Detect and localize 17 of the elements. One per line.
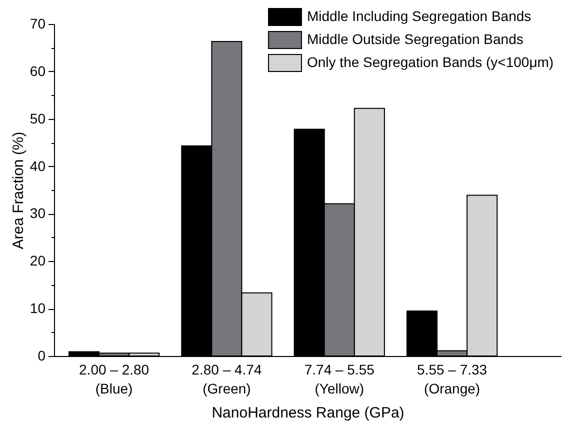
y-tick-label: 50 xyxy=(30,110,46,126)
y-axis-title: Area Fraction (%) xyxy=(10,132,27,250)
y-tick-label: 30 xyxy=(30,205,46,222)
y-tick-label: 20 xyxy=(30,252,46,269)
y-tick-label: 70 xyxy=(30,16,46,32)
x-tick-label: 7.74 – 5.55 (Yellow) xyxy=(304,362,375,396)
x-axis-title: NanoHardness Range (GPa) xyxy=(212,404,404,422)
y-tick-label: 40 xyxy=(30,158,46,174)
x-tick-label: 2.00 – 2.80 (Blue) xyxy=(79,362,150,396)
y-tick-label: 10 xyxy=(30,300,46,316)
legend-label: Middle Outside Segregation Bands xyxy=(307,31,524,47)
legend-label: Middle Including Segregation Bands xyxy=(307,8,532,24)
legend-label: Only the Segregation Bands (y<100μm) xyxy=(307,54,554,70)
y-tick-label: 60 xyxy=(30,62,46,79)
y-tick-label: 0 xyxy=(38,348,46,364)
x-tick-label: 5.55 – 7.33 (Orange) xyxy=(417,362,488,396)
x-tick-label: 2.80 – 4.74 (Green) xyxy=(192,362,262,396)
